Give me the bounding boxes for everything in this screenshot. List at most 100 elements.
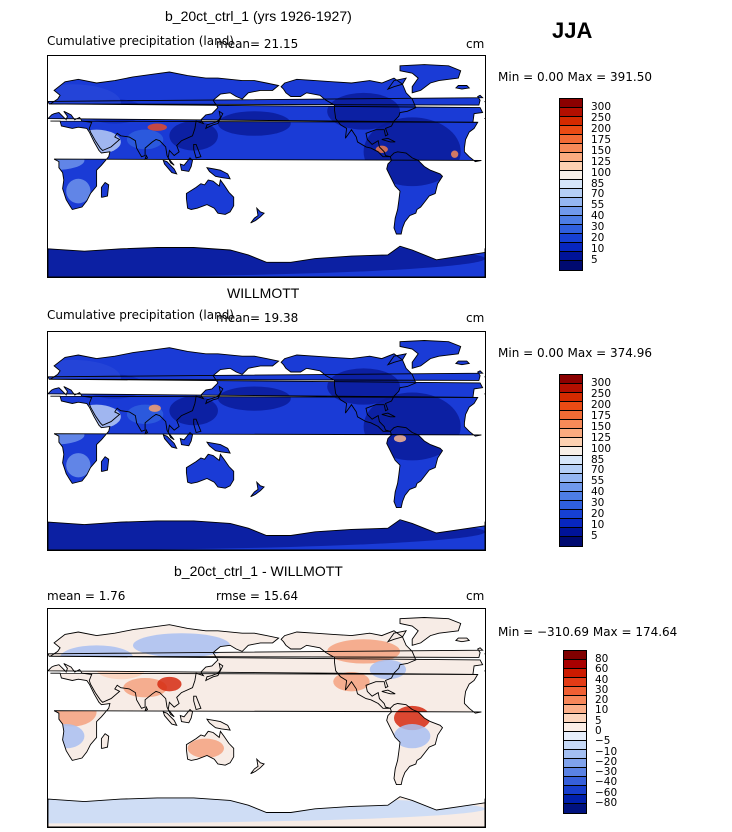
panel-2-mean: mean= 19.38 bbox=[216, 311, 299, 325]
colorbar-label: 40 bbox=[591, 210, 605, 223]
panel-3-map bbox=[47, 608, 486, 828]
colorbar-label: 5 bbox=[591, 254, 598, 266]
colorbar-swatch bbox=[560, 465, 582, 474]
colorbar-swatch bbox=[560, 519, 582, 528]
panel-2-title: WILLMOTT bbox=[227, 285, 300, 301]
colorbar-swatch bbox=[560, 216, 582, 225]
colorbar-swatch bbox=[564, 732, 586, 741]
colorbar-swatch bbox=[560, 126, 582, 135]
colorbar-swatch bbox=[564, 651, 586, 660]
colorbar-swatch bbox=[560, 474, 582, 483]
colorbar-label: 175 bbox=[591, 409, 612, 422]
colorbar-swatch bbox=[560, 411, 582, 420]
colorbar-label: 5 bbox=[591, 530, 598, 542]
colorbar-label: 20 bbox=[591, 508, 605, 521]
colorbar-swatch bbox=[560, 207, 582, 216]
colorbar-swatch bbox=[560, 447, 582, 456]
colorbar-swatch bbox=[560, 402, 582, 411]
colorbar-swatch bbox=[564, 705, 586, 714]
colorbar-swatch bbox=[560, 375, 582, 384]
colorbar-swatch bbox=[564, 759, 586, 768]
panel-3-colorbar-labels: 80 60 40 30 20 10 5 0 −5 −10 −20 −30 −40 −60 −80 bbox=[595, 650, 635, 822]
panel-2-colorbar bbox=[559, 374, 583, 547]
colorbar-label: 70 bbox=[591, 188, 605, 201]
colorbar-swatch bbox=[560, 393, 582, 402]
colorbar-label: 150 bbox=[591, 420, 612, 433]
panel-3-mean: mean = 1.76 bbox=[47, 589, 126, 603]
panel-1-minmax: Min = 0.00 Max = 391.50 bbox=[498, 70, 652, 84]
colorbar-swatch bbox=[560, 429, 582, 438]
colorbar-swatch bbox=[560, 456, 582, 465]
colorbar-swatch bbox=[564, 669, 586, 678]
panel-2-map bbox=[47, 331, 486, 551]
colorbar-swatch bbox=[560, 261, 582, 270]
colorbar-swatch bbox=[564, 714, 586, 723]
colorbar-label: −60 bbox=[595, 786, 618, 799]
colorbar-swatch bbox=[564, 768, 586, 777]
panel-3-title: b_20ct_ctrl_1 - WILLMOTT bbox=[174, 563, 343, 579]
colorbar-swatch bbox=[560, 108, 582, 117]
colorbar-label: −20 bbox=[595, 755, 618, 768]
colorbar-label: 30 bbox=[595, 683, 609, 696]
colorbar-swatch bbox=[560, 537, 582, 546]
panel-1-colorbar bbox=[559, 98, 583, 271]
colorbar-swatch bbox=[560, 234, 582, 243]
colorbar-swatch bbox=[560, 528, 582, 537]
colorbar-label: 300 bbox=[591, 101, 612, 113]
colorbar-swatch bbox=[560, 189, 582, 198]
colorbar-label: −30 bbox=[595, 766, 618, 779]
colorbar-swatch bbox=[560, 144, 582, 153]
colorbar-swatch bbox=[560, 117, 582, 126]
colorbar-label: 10 bbox=[591, 519, 605, 532]
panel-1-units: cm bbox=[466, 37, 485, 51]
colorbar-swatch bbox=[560, 171, 582, 180]
colorbar-swatch bbox=[564, 660, 586, 669]
colorbar-label: 300 bbox=[591, 377, 612, 389]
colorbar-swatch bbox=[560, 243, 582, 252]
panel-2-minmax: Min = 0.00 Max = 374.96 bbox=[498, 346, 652, 360]
colorbar-label: 0 bbox=[595, 725, 602, 737]
colorbar-swatch bbox=[560, 198, 582, 207]
panel-1-variable-label: Cumulative precipitation (land) bbox=[47, 34, 234, 48]
panel-2-variable-label: Cumulative precipitation (land) bbox=[47, 308, 234, 322]
colorbar-label: 60 bbox=[595, 663, 609, 676]
panel-1-colorbar-labels: 300 250 200 175 150 125 100 85 70 55 40 30 20 10 5 bbox=[591, 98, 631, 270]
colorbar-label: 80 bbox=[595, 653, 609, 665]
colorbar-label: 55 bbox=[591, 199, 605, 212]
panel-1-mean: mean= 21.15 bbox=[216, 37, 299, 51]
colorbar-swatch bbox=[564, 750, 586, 759]
colorbar-label: 20 bbox=[591, 232, 605, 245]
colorbar-swatch bbox=[564, 723, 586, 732]
colorbar-swatch bbox=[560, 162, 582, 171]
colorbar-swatch bbox=[560, 252, 582, 261]
colorbar-swatch bbox=[560, 483, 582, 492]
colorbar-label: 175 bbox=[591, 133, 612, 146]
colorbar-swatch bbox=[564, 786, 586, 795]
colorbar-swatch bbox=[560, 492, 582, 501]
colorbar-label: 40 bbox=[595, 673, 609, 686]
colorbar-swatch bbox=[560, 99, 582, 108]
colorbar-label: 100 bbox=[591, 442, 612, 455]
colorbar-swatch bbox=[560, 153, 582, 162]
panel-1-map bbox=[47, 55, 486, 278]
colorbar-label: 70 bbox=[591, 464, 605, 477]
colorbar-label: 5 bbox=[595, 714, 602, 727]
colorbar-label: 250 bbox=[591, 111, 612, 124]
colorbar-swatch bbox=[560, 180, 582, 189]
colorbar-label: 30 bbox=[591, 497, 605, 510]
colorbar-label: −80 bbox=[595, 797, 618, 809]
colorbar-label: 10 bbox=[595, 704, 609, 717]
colorbar-label: 40 bbox=[591, 486, 605, 499]
colorbar-swatch bbox=[560, 420, 582, 429]
colorbar-swatch bbox=[564, 696, 586, 705]
colorbar-label: −10 bbox=[595, 745, 618, 758]
colorbar-label: −5 bbox=[595, 735, 611, 748]
colorbar-label: 125 bbox=[591, 155, 612, 168]
colorbar-label: 55 bbox=[591, 475, 605, 488]
colorbar-swatch bbox=[560, 438, 582, 447]
colorbar-swatch bbox=[560, 510, 582, 519]
colorbar-label: 20 bbox=[595, 694, 609, 707]
colorbar-label: 125 bbox=[591, 431, 612, 444]
colorbar-swatch bbox=[560, 135, 582, 144]
colorbar-swatch bbox=[560, 384, 582, 393]
